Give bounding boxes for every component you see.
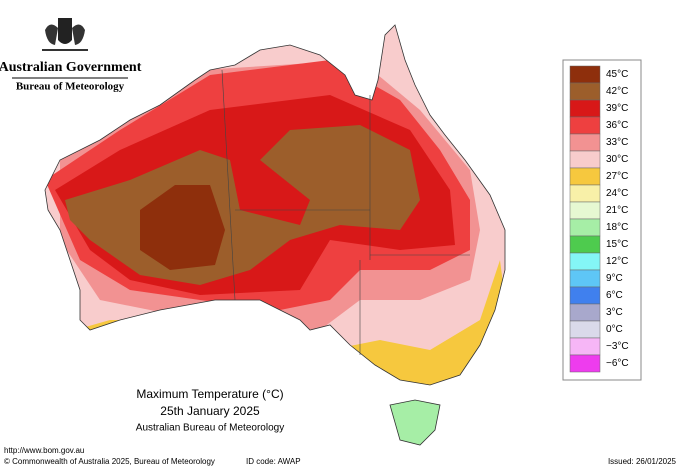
government: Australian Government — [0, 60, 142, 75]
legend-swatch — [569, 235, 601, 254]
legend-label: −3°C — [606, 341, 629, 352]
legend-label: 15°C — [606, 239, 628, 250]
legend-swatch — [569, 252, 601, 271]
legend: 45°C 42°C 39°C 36°C 33°C 30°C 27°C 24°C 21°C 18°C… — [569, 65, 629, 373]
legend-swatch — [569, 201, 601, 220]
legend-label: −6°C — [606, 358, 629, 369]
legend-swatch — [569, 65, 601, 84]
temperature-map — [45, 25, 505, 385]
legend-label: 9°C — [606, 273, 623, 284]
legend-swatch — [569, 82, 601, 101]
legend-swatch — [569, 133, 601, 152]
id-code: ID code: AWAP — [246, 457, 301, 466]
legend-label: 21°C — [606, 205, 628, 216]
map-date: 25th January 2025 — [160, 404, 260, 418]
legend-swatch — [569, 218, 601, 237]
legend-label: 45°C — [606, 69, 628, 80]
state-borders — [221, 69, 470, 355]
url: http://www.bom.gov.au — [4, 446, 84, 455]
legend-swatch — [569, 269, 601, 288]
tasmania — [389, 399, 441, 446]
legend-label: 33°C — [606, 137, 628, 148]
legend-swatch — [569, 99, 601, 118]
legend-swatch — [569, 116, 601, 135]
legend-swatch — [569, 303, 601, 322]
legend-swatch — [569, 286, 601, 305]
legend-label: 30°C — [606, 154, 628, 165]
legend-label: 12°C — [606, 256, 628, 267]
legend-swatch — [569, 184, 601, 203]
logo — [12, 18, 128, 79]
legend-label: 18°C — [606, 222, 628, 233]
legend-swatch — [569, 167, 601, 186]
legend-label: 6°C — [606, 290, 623, 301]
map-source: Australian Bureau of Meteorology — [136, 423, 284, 434]
legend-label: 0°C — [606, 324, 623, 335]
map-title: Maximum Temperature (°C) — [136, 387, 283, 401]
legend-swatch — [569, 354, 601, 373]
legend-label: 24°C — [606, 188, 628, 199]
issued: Issued: 26/01/2025 — [608, 457, 677, 466]
legend-swatch — [569, 320, 601, 339]
coastline — [44, 24, 506, 386]
legend-label: 27°C — [606, 171, 628, 182]
legend-label: 36°C — [606, 120, 628, 131]
legend-label: 39°C — [606, 103, 628, 114]
legend-label: 42°C — [606, 86, 628, 97]
legend-swatch — [569, 337, 601, 356]
legend-label: 3°C — [606, 307, 623, 318]
bureau: Bureau of Meteorology — [16, 81, 125, 93]
copyright: © Commonwealth of Australia 2025, Bureau… — [4, 457, 215, 466]
legend-swatch — [569, 150, 601, 169]
